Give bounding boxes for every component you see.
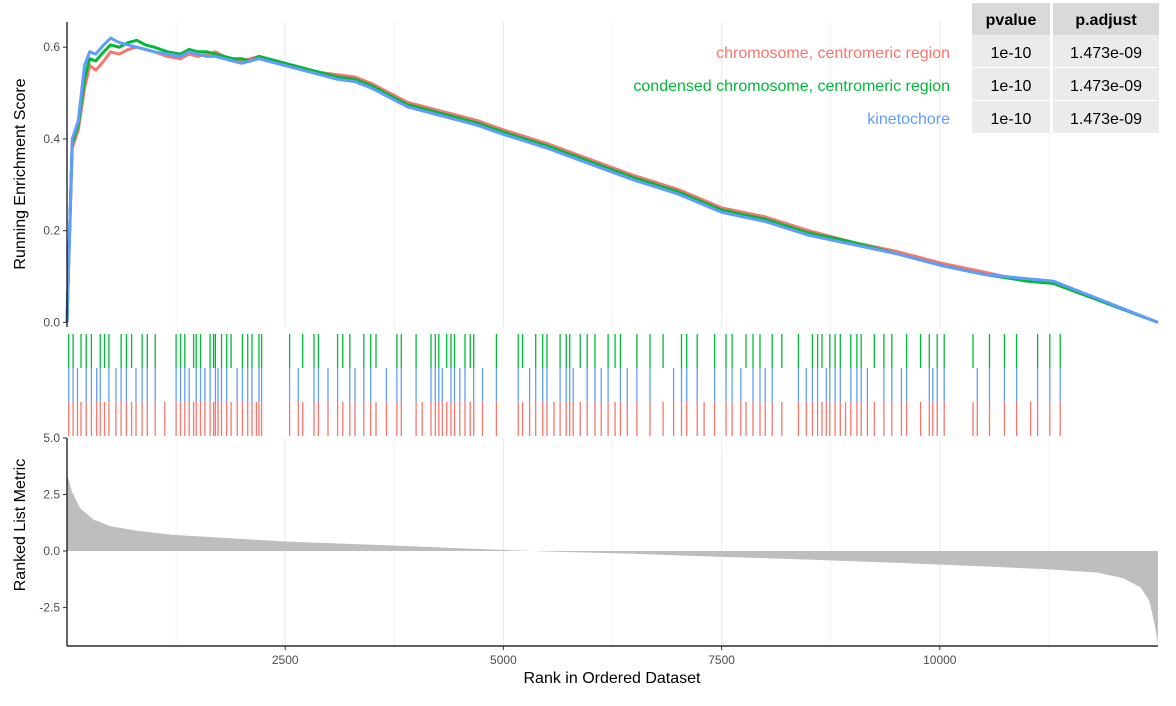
table-pvalue-row-1: 1e-10 [991,45,1032,62]
table-pvalue-row-3: 1e-10 [991,111,1032,128]
es-tick-label: 0.6 [43,40,60,54]
metric-tick-label: -2.5 [39,601,60,615]
es-tick-label: 0.0 [43,315,60,329]
hit-rug [68,334,1061,436]
x-tick-label: 2500 [272,653,299,667]
legend-label-kinetochore: kinetochore [867,111,950,128]
x-tick-label: 7500 [708,653,735,667]
table-header-padjust: p.adjust [1075,12,1137,29]
es-tick-label: 0.4 [43,132,60,146]
legend-label-chromosome-centromeric: chromosome, centromeric region [716,45,950,62]
table-header-pvalue: pvalue [986,12,1037,29]
table-padjust-row-3: 1.473e-09 [1070,111,1142,128]
table-row-cell [972,35,1050,67]
table-row-cell [1053,68,1159,100]
ranked-metric-area [67,474,1158,644]
table-row-cell [1053,35,1159,67]
es-axis-ticks: 0.0 0.2 0.4 0.6 [43,40,67,329]
es-line-3 [65,36,1159,324]
x-tick-label: 10000 [923,653,957,667]
metric-tick-label: 5.0 [43,431,60,445]
table-row-cell [972,68,1050,100]
y-axis-label-bottom: Ranked List Metric [12,459,29,592]
metric-tick-label: 2.5 [43,488,60,502]
stats-table: pvalue p.adjust chromosome, centromeric … [633,3,1159,133]
legend-label-condensed-chromosome: condensed chromosome, centromeric region [633,78,950,95]
x-axis-ticks: 2500 5000 7500 10000 [272,646,957,667]
enrichment-lines [65,36,1159,324]
bottom-panel-grid [175,438,1050,646]
top-panel-grid [175,22,1050,327]
table-row-cell [1053,101,1159,133]
table-header-padjust-cell [1053,3,1159,35]
metric-axis-ticks: 5.0 2.5 0.0 -2.5 [39,431,67,615]
table-padjust-row-1: 1.473e-09 [1070,45,1142,62]
table-pvalue-row-2: 1e-10 [991,78,1032,95]
metric-tick-label: 0.0 [43,544,60,558]
es-tick-label: 0.2 [43,224,60,238]
table-header-pvalue-cell [972,3,1050,35]
table-row-cell [972,101,1050,133]
table-padjust-row-2: 1.473e-09 [1070,78,1142,95]
y-axis-label-top: Running Enrichment Score [12,78,29,269]
ranked-metric-fill [67,474,1158,644]
x-axis-label: Rank in Ordered Dataset [524,670,702,687]
x-tick-label: 5000 [490,653,517,667]
